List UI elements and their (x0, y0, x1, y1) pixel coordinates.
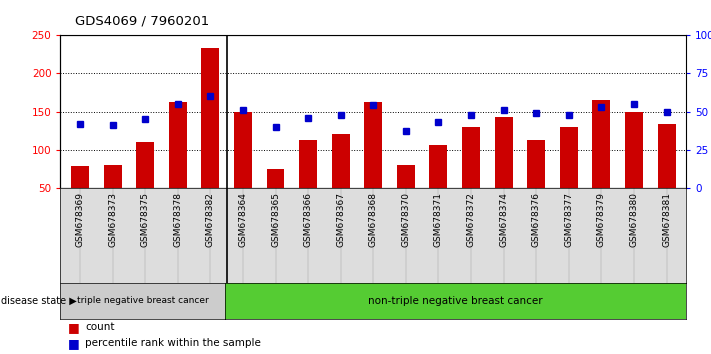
Bar (137, 142, 154, 188)
Bar (364, 102, 383, 188)
Text: GSM678373: GSM678373 (108, 193, 117, 247)
Text: non-triple negative breast cancer: non-triple negative breast cancer (368, 296, 543, 306)
Bar (592, 100, 610, 188)
Bar (104, 165, 122, 188)
Text: count: count (85, 322, 114, 332)
Text: GSM678370: GSM678370 (402, 193, 410, 247)
Bar (658, 124, 675, 188)
Text: GSM678365: GSM678365 (271, 193, 280, 247)
Bar (299, 140, 317, 188)
Bar (71, 166, 89, 188)
Bar (462, 127, 480, 188)
Text: GSM678374: GSM678374 (499, 193, 508, 247)
Text: triple negative breast cancer: triple negative breast cancer (77, 296, 208, 306)
Text: GSM678379: GSM678379 (597, 193, 606, 247)
Text: GDS4069 / 7960201: GDS4069 / 7960201 (75, 14, 209, 27)
Text: GSM678372: GSM678372 (466, 193, 476, 247)
Bar (397, 165, 415, 188)
Text: GSM678366: GSM678366 (304, 193, 313, 247)
Text: GSM678364: GSM678364 (238, 193, 247, 247)
Text: GSM678381: GSM678381 (662, 193, 671, 247)
Text: GSM678382: GSM678382 (206, 193, 215, 247)
Text: ■: ■ (68, 321, 80, 334)
Bar (429, 145, 447, 188)
Bar (267, 169, 284, 188)
Text: disease state ▶: disease state ▶ (1, 296, 77, 306)
Bar (332, 134, 350, 188)
Text: GSM678367: GSM678367 (336, 193, 345, 247)
Text: GSM678377: GSM678377 (565, 193, 573, 247)
Text: GSM678368: GSM678368 (369, 193, 378, 247)
Bar (234, 112, 252, 188)
Text: percentile rank within the sample: percentile rank within the sample (85, 338, 261, 348)
Text: GSM678376: GSM678376 (532, 193, 540, 247)
Bar (528, 140, 545, 188)
Bar (560, 127, 578, 188)
Text: GSM678369: GSM678369 (75, 193, 85, 247)
Bar (201, 47, 219, 188)
Text: GSM678380: GSM678380 (629, 193, 638, 247)
Bar (169, 102, 187, 188)
Text: GSM678378: GSM678378 (173, 193, 182, 247)
Text: ■: ■ (68, 337, 80, 350)
Text: GSM678375: GSM678375 (141, 193, 149, 247)
Bar (625, 112, 643, 188)
Text: GSM678371: GSM678371 (434, 193, 443, 247)
Bar (495, 117, 513, 188)
